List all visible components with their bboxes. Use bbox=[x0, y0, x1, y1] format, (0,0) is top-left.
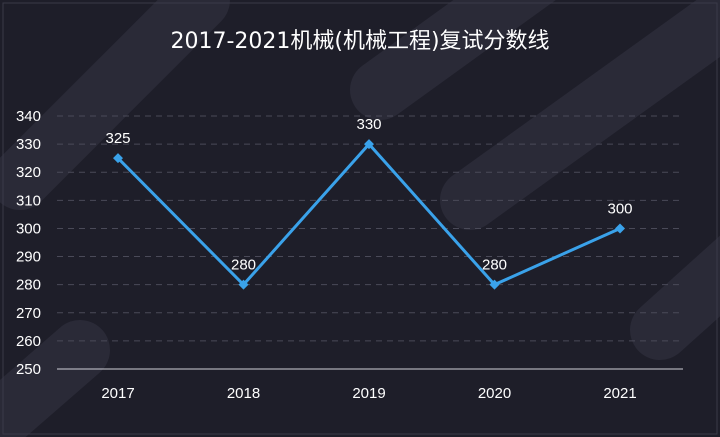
data-point bbox=[238, 279, 249, 290]
data-point bbox=[113, 153, 123, 164]
data-point bbox=[489, 279, 500, 290]
y-tick-label: 260 bbox=[16, 333, 41, 350]
decor-stripe bbox=[440, 0, 720, 230]
x-tick-label: 2017 bbox=[101, 385, 134, 402]
x-axis-ticks: 2017 2018 2019 2020 2021 bbox=[101, 385, 636, 402]
data-label: 330 bbox=[356, 116, 381, 133]
data-point bbox=[364, 139, 374, 150]
y-tick-label: 290 bbox=[16, 249, 41, 266]
y-tick-label: 340 bbox=[16, 108, 41, 125]
y-axis-ticks: 250 260 270 280 290 300 310 320 330 340 bbox=[16, 108, 41, 378]
y-tick-label: 250 bbox=[16, 361, 41, 378]
data-label: 280 bbox=[482, 257, 507, 274]
x-tick-label: 2021 bbox=[603, 385, 636, 402]
decor-stripe bbox=[630, 235, 720, 360]
y-tick-label: 310 bbox=[16, 192, 41, 209]
data-label: 280 bbox=[231, 257, 256, 274]
x-tick-label: 2018 bbox=[227, 385, 260, 402]
decor-stripe bbox=[350, 0, 556, 120]
x-tick-label: 2020 bbox=[478, 385, 511, 402]
data-labels: 325 280 330 280 300 bbox=[105, 116, 632, 274]
chart-title: 2017-2021机械(机械工程)复试分数线 bbox=[170, 29, 549, 54]
y-tick-label: 270 bbox=[16, 305, 41, 322]
series-markers bbox=[113, 139, 625, 290]
data-point bbox=[615, 223, 625, 234]
decor-stripe bbox=[0, 0, 230, 210]
data-label: 300 bbox=[607, 200, 632, 217]
y-tick-label: 300 bbox=[16, 220, 41, 237]
y-tick-label: 330 bbox=[16, 136, 41, 153]
y-tick-label: 320 bbox=[16, 164, 41, 181]
y-tick-label: 280 bbox=[16, 277, 41, 294]
decor-stripe bbox=[0, 320, 110, 437]
x-tick-label: 2019 bbox=[352, 385, 385, 402]
data-label: 325 bbox=[105, 130, 130, 147]
